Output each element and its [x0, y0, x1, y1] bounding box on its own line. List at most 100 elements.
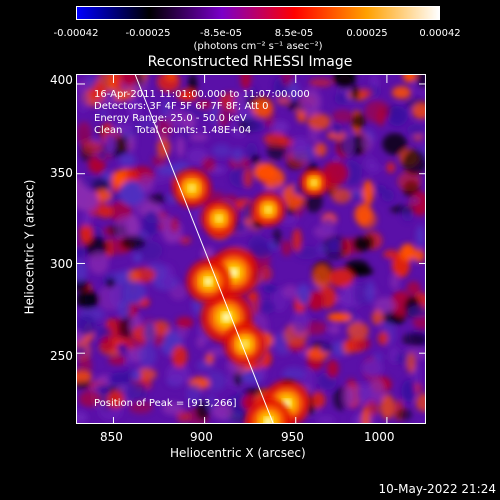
noise-blob [211, 403, 233, 420]
noise-blob [406, 281, 421, 296]
noise-blob [360, 134, 374, 152]
noise-blob [312, 264, 332, 289]
noise-blob [378, 331, 389, 346]
noise-blob [310, 391, 326, 409]
noise-blob [406, 124, 425, 136]
noise-blob [328, 238, 341, 253]
noise-blob [322, 161, 349, 186]
noise-blob [364, 100, 390, 123]
colorbar [76, 6, 440, 20]
noise-blob [346, 377, 356, 387]
noise-blob [351, 113, 366, 129]
noise-blob [397, 171, 422, 192]
noise-blob [195, 399, 211, 421]
noise-blob [120, 235, 146, 251]
noise-blob [409, 196, 420, 205]
noise-blob [341, 131, 356, 157]
noise-blob [127, 269, 141, 283]
noise-blob [125, 88, 135, 99]
x-tick-850: 850 [100, 430, 123, 444]
noise-blob [79, 222, 93, 244]
noise-blob [355, 337, 372, 350]
noise-blob [171, 345, 188, 368]
colorbar-tick-1: -0.00025 [125, 28, 171, 39]
noise-blob [165, 75, 177, 82]
noise-blob [142, 210, 160, 236]
noise-blob [364, 156, 377, 170]
noise-blob [101, 226, 117, 237]
noise-blob [316, 416, 335, 423]
noise-blob [399, 243, 416, 261]
noise-blob [176, 316, 194, 329]
noise-blob [122, 281, 147, 304]
x-axis-label: Heliocentric X (arcsec) [170, 446, 306, 460]
noise-blob [99, 336, 114, 354]
noise-blob [387, 105, 408, 127]
noise-blob [287, 81, 300, 101]
noise-blob [314, 142, 327, 157]
noise-blob [196, 100, 213, 109]
noise-blob [296, 283, 311, 305]
noise-blob [258, 299, 276, 314]
noise-blob [326, 359, 339, 378]
noise-blob [98, 384, 111, 395]
noise-blob [332, 109, 354, 124]
noise-blob [162, 401, 184, 415]
noise-blob [126, 134, 136, 153]
noise-blob [106, 278, 115, 288]
noise-blob [251, 154, 260, 165]
noise-blob [124, 168, 139, 185]
noise-blob [281, 240, 292, 257]
noise-blob [133, 253, 142, 263]
noise-blob [292, 228, 302, 252]
noise-blob [346, 321, 369, 341]
peak-position-label: Position of Peak = [913,266] [94, 398, 237, 409]
noise-blob [97, 96, 121, 106]
noise-blob [320, 344, 330, 353]
noise-blob [121, 75, 138, 87]
noise-blob [151, 320, 171, 336]
noise-blob [143, 321, 156, 345]
bright-region-9-layer-3 [311, 179, 317, 186]
noise-blob [416, 225, 425, 249]
colorbar-tick-0: -0.00042 [53, 28, 99, 39]
noise-blob [135, 75, 144, 87]
solar-limb-line [134, 75, 274, 423]
noise-blob [77, 411, 88, 423]
noise-blob [77, 314, 97, 336]
chart-title: Reconstructed RHESSI Image [147, 54, 353, 70]
noise-blob [138, 174, 154, 193]
noise-blob [282, 367, 306, 381]
info-time-range: 16-Apr-2011 11:01:00.000 to 11:07:00.000 [94, 89, 310, 100]
noise-blob [294, 245, 319, 260]
noise-blob [402, 75, 417, 83]
noise-blob [354, 203, 373, 226]
noise-blob [196, 336, 206, 349]
colorbar-tick-4: 0.00025 [346, 28, 388, 39]
noise-blob [351, 84, 360, 101]
noise-blob [98, 204, 113, 219]
noise-blob [108, 355, 127, 366]
noise-blob [381, 189, 395, 202]
noise-blob [138, 344, 157, 367]
noise-blob [307, 113, 331, 131]
noise-blob [211, 144, 232, 158]
noise-blob [216, 109, 230, 127]
noise-blob [251, 98, 273, 118]
noise-blob [126, 214, 140, 239]
noise-blob [412, 315, 425, 330]
noise-blob [401, 205, 414, 222]
bright-region-1-layer-3 [228, 267, 239, 278]
noise-blob [136, 368, 157, 381]
noise-blob [77, 245, 86, 258]
colorbar-tick-3: 8.5e-05 [274, 28, 314, 39]
y-tick-250: 250 [50, 349, 73, 363]
bright-region-8-layer-3 [265, 206, 272, 213]
noise-blob [247, 291, 256, 302]
noise-blob [244, 120, 266, 132]
colorbar-tick-2: -8.5e-05 [200, 28, 242, 39]
noise-blob [363, 234, 375, 250]
bright-region-6-layer-3 [188, 184, 196, 192]
noise-blob [128, 400, 153, 414]
noise-blob [307, 290, 324, 311]
